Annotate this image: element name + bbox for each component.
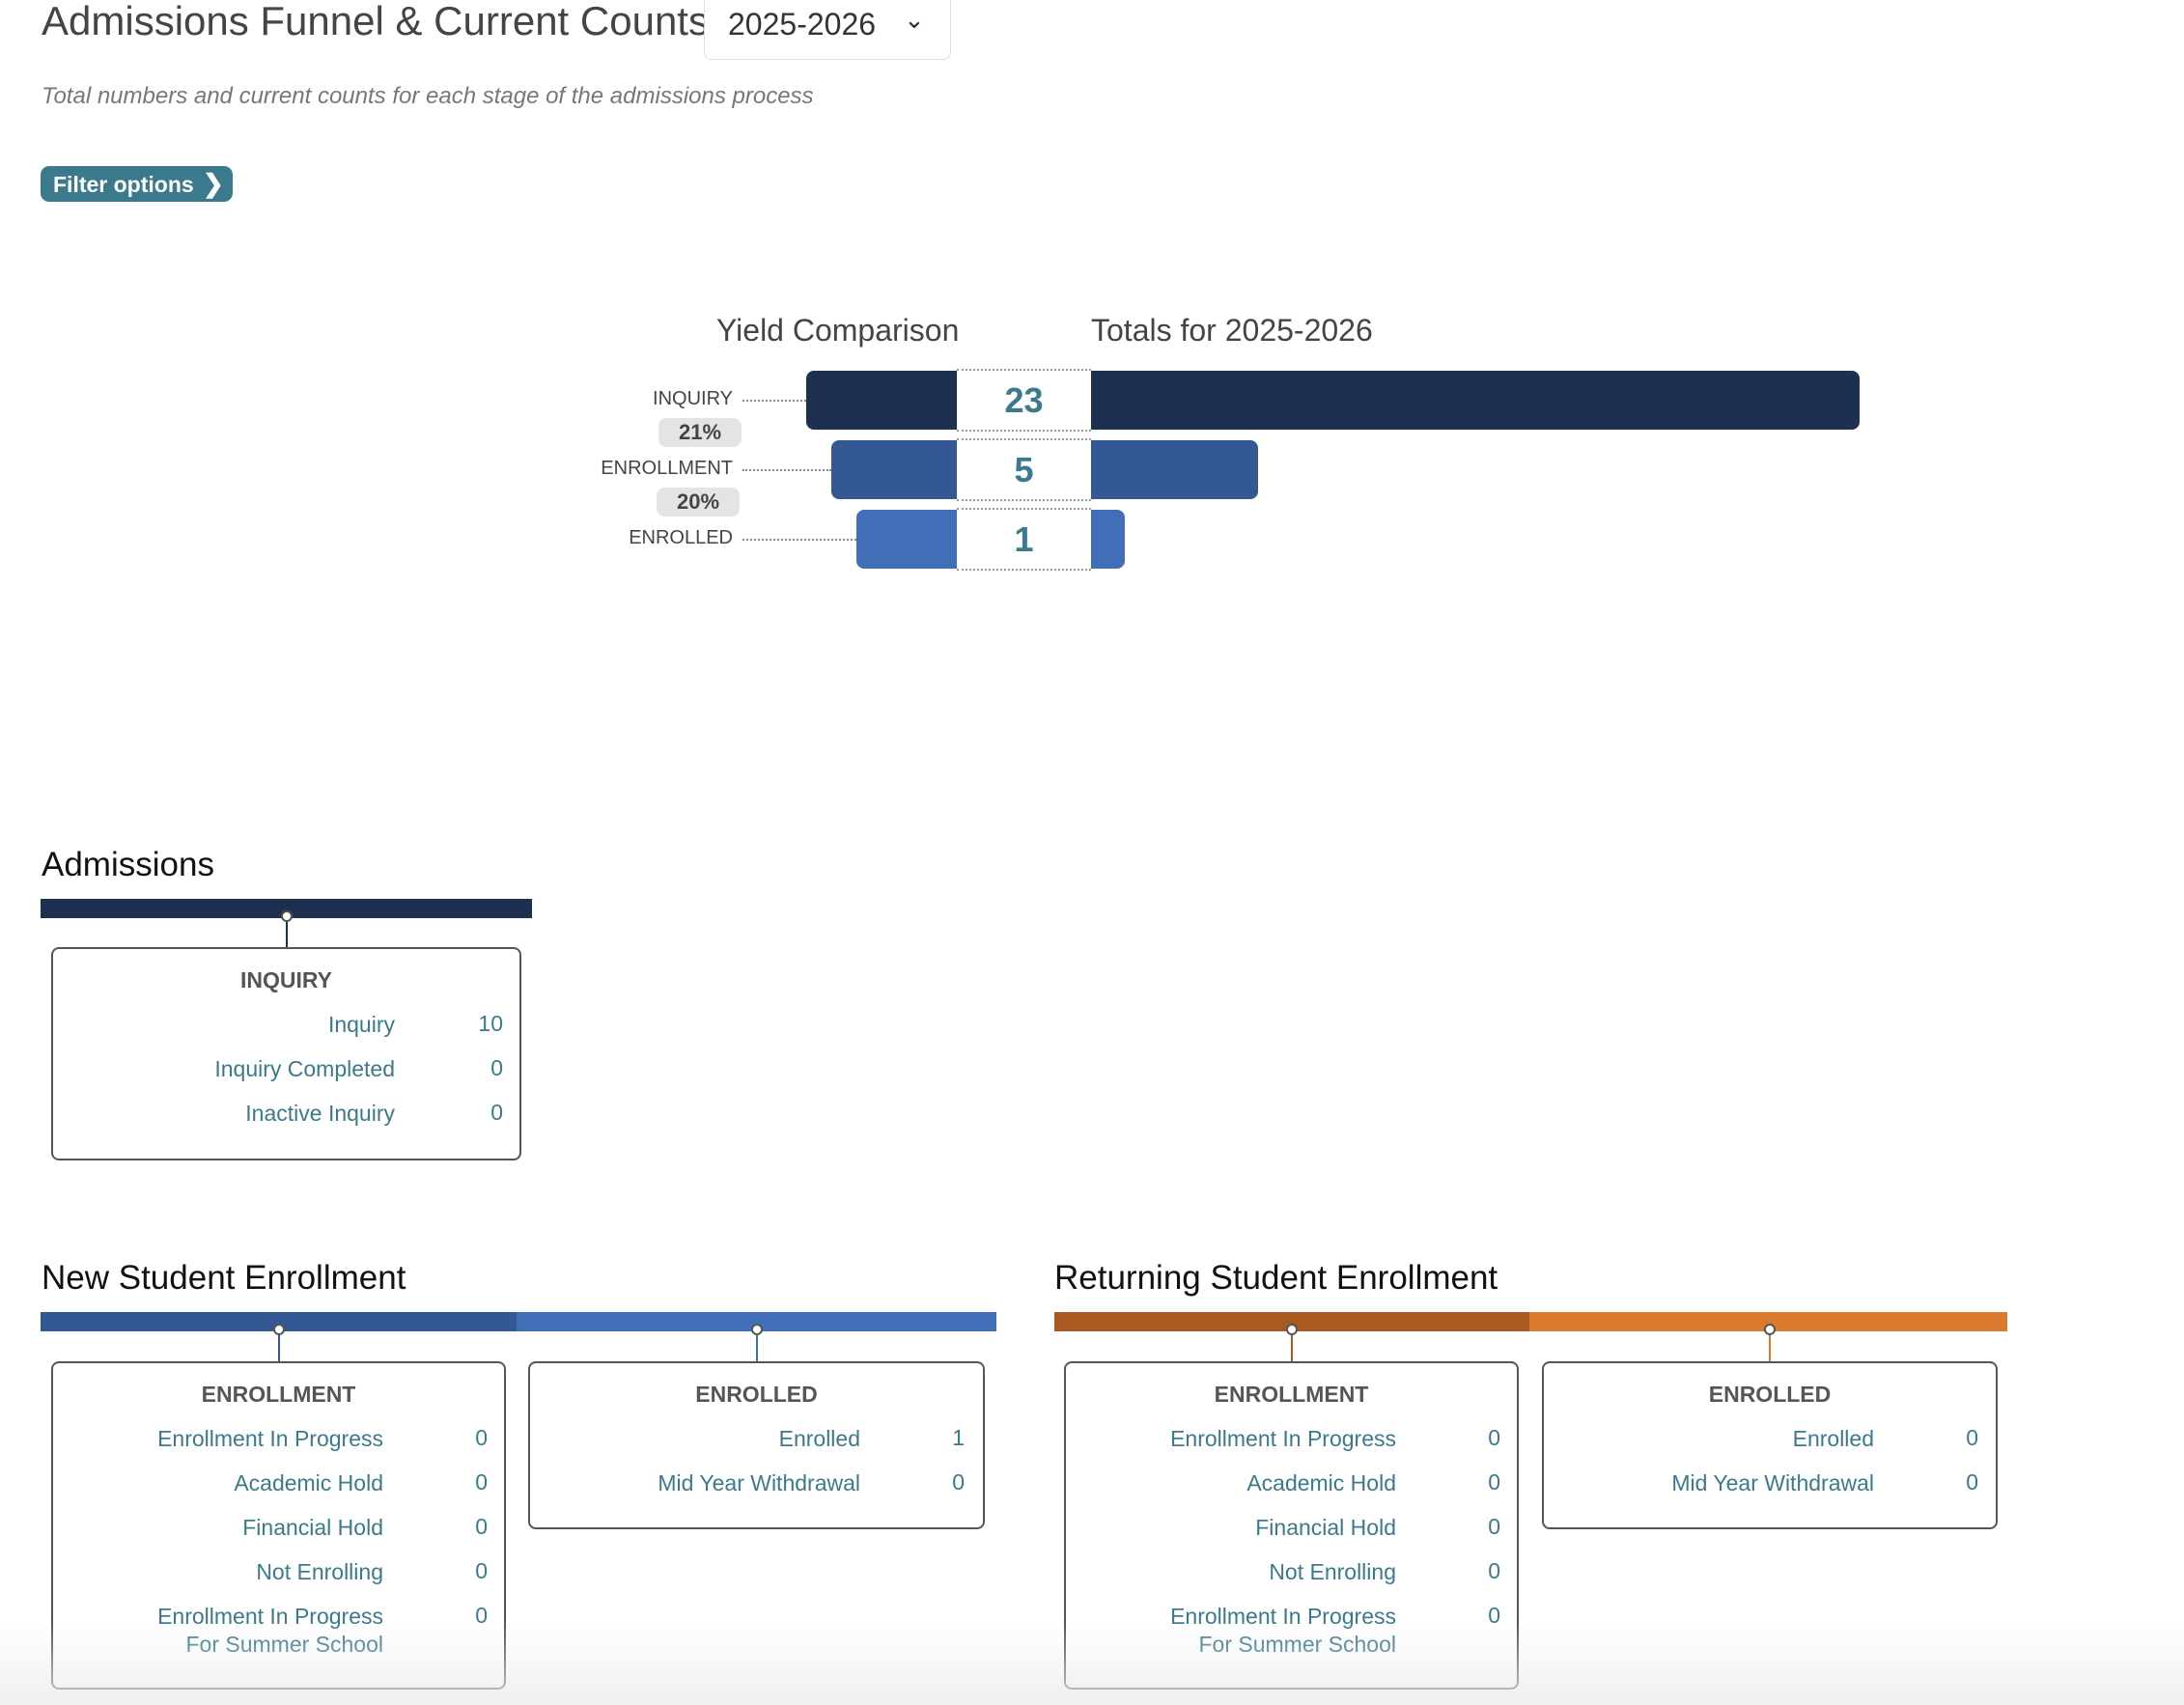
- connector-line: [755, 1333, 758, 1361]
- status-count: 10: [478, 1011, 503, 1036]
- stage-box: ENROLLMENT Enrollment In Progress 0 Academi…: [51, 1361, 506, 1690]
- section-title: Admissions: [42, 846, 214, 883]
- status-link[interactable]: Financial Hold: [242, 1515, 383, 1540]
- status-link[interactable]: Enrolled: [1792, 1426, 1874, 1451]
- status-count: 0: [1488, 1514, 1500, 1539]
- status-link[interactable]: Not Enrolling: [1269, 1559, 1396, 1584]
- stage-box-title: ENROLLMENT: [201, 1382, 356, 1407]
- status-link[interactable]: Mid Year Withdrawal: [1671, 1470, 1874, 1495]
- stage-color-bar: [41, 899, 532, 918]
- connector-node: [1285, 1324, 1298, 1335]
- status-count: 1: [952, 1425, 965, 1450]
- chevron-right-icon: ❯: [203, 169, 224, 198]
- status-link[interactable]: Academic Hold: [1246, 1470, 1396, 1495]
- status-link[interactable]: Enrolled: [778, 1426, 860, 1451]
- connector-node: [1764, 1324, 1776, 1335]
- page-title: Admissions Funnel & Current Counts: [42, 0, 709, 43]
- status-count: 0: [1488, 1425, 1500, 1450]
- stage-box-title: ENROLLMENT: [1214, 1382, 1369, 1407]
- connector-node: [750, 1324, 763, 1335]
- status-link[interactable]: Enrollment In Progress For Summer School: [157, 1604, 383, 1657]
- status-count: 0: [475, 1469, 488, 1495]
- status-link[interactable]: Enrollment In Progress For Summer School: [1170, 1604, 1396, 1657]
- leader-line: [742, 539, 856, 541]
- leader-line: [742, 400, 806, 402]
- funnel-value: 1: [957, 508, 1091, 571]
- yield-percent-badge: 21%: [658, 418, 742, 447]
- status-count: 0: [475, 1425, 488, 1450]
- stage-box-title: INQUIRY: [240, 967, 332, 992]
- section-title: New Student Enrollment: [42, 1259, 406, 1297]
- status-count: 0: [490, 1055, 503, 1080]
- funnel-stage-label: ENROLLMENT: [601, 458, 733, 479]
- connector-node: [280, 910, 293, 922]
- stage-box-title: ENROLLED: [1708, 1382, 1832, 1407]
- status-count: 0: [1488, 1603, 1500, 1628]
- stage-color-bar: [1529, 1312, 2007, 1331]
- connector-line: [285, 920, 288, 947]
- status-count: 0: [475, 1603, 488, 1628]
- funnel-value: 23: [957, 369, 1091, 432]
- status-count: 0: [475, 1514, 488, 1539]
- totals-heading: Totals for 2025-2026: [1091, 313, 1373, 348]
- funnel-stage-label: INQUIRY: [653, 388, 733, 409]
- connector-line: [277, 1333, 280, 1361]
- stage-box: ENROLLMENT Enrollment In Progress 0 Academi…: [1064, 1361, 1519, 1690]
- stage-box: ENROLLED Enrolled 1 Mid Year Withdrawal 0: [528, 1361, 985, 1529]
- stage-box: ENROLLED Enrolled 0 Mid Year Withdrawal 0: [1542, 1361, 1998, 1529]
- stage-color-bar: [517, 1312, 996, 1331]
- stage-box: INQUIRY Inquiry 10 Inquiry Completed 0 Inacti…: [51, 947, 521, 1160]
- status-link[interactable]: Inquiry: [327, 1012, 395, 1037]
- filter-options-label: Filter options: [53, 172, 194, 197]
- status-link[interactable]: Not Enrolling: [256, 1559, 383, 1584]
- year-select[interactable]: 2025-2026 ⌄: [704, 0, 951, 60]
- year-select-value: 2025-2026: [728, 7, 877, 42]
- status-count: 0: [475, 1558, 488, 1583]
- leader-line: [742, 469, 831, 471]
- status-link[interactable]: Academic Hold: [234, 1470, 383, 1495]
- connector-node: [272, 1324, 285, 1335]
- status-count: 0: [1966, 1425, 1978, 1450]
- stage-box-title: ENROLLED: [695, 1382, 818, 1407]
- status-count: 0: [1966, 1469, 1978, 1495]
- funnel-value: 5: [957, 438, 1091, 501]
- section-title: Returning Student Enrollment: [1054, 1259, 1498, 1297]
- yield-percent-badge: 20%: [657, 488, 740, 517]
- status-count: 0: [1488, 1558, 1500, 1583]
- yield-comparison-heading: Yield Comparison: [716, 313, 960, 348]
- funnel-stage-label: ENROLLED: [629, 527, 733, 548]
- status-link[interactable]: Mid Year Withdrawal: [658, 1470, 860, 1495]
- status-link[interactable]: Financial Hold: [1255, 1515, 1396, 1540]
- stage-color-bar: [1054, 1312, 1529, 1331]
- status-count: 0: [952, 1469, 965, 1495]
- stage-color-bar: [41, 1312, 517, 1331]
- status-link[interactable]: Enrollment In Progress: [1170, 1426, 1396, 1451]
- filter-options-button[interactable]: Filter options ❯: [41, 166, 233, 202]
- connector-line: [1290, 1333, 1293, 1361]
- page-subtitle: Total numbers and current counts for eac…: [42, 83, 814, 109]
- chevron-down-icon: ⌄: [904, 5, 925, 34]
- status-link[interactable]: Enrollment In Progress: [157, 1426, 383, 1451]
- status-count: 0: [490, 1100, 503, 1125]
- status-link[interactable]: Inquiry Completed: [214, 1056, 395, 1081]
- status-count: 0: [1488, 1469, 1500, 1495]
- connector-line: [1769, 1333, 1771, 1361]
- status-link[interactable]: Inactive Inquiry: [245, 1101, 395, 1126]
